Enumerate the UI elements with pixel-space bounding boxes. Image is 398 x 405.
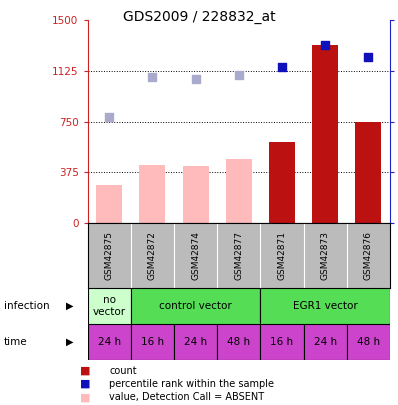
Text: 48 h: 48 h	[227, 337, 250, 347]
Point	[322, 41, 328, 48]
Text: 16 h: 16 h	[141, 337, 164, 347]
Text: ▶: ▶	[66, 301, 73, 311]
Text: value, Detection Call = ABSENT: value, Detection Call = ABSENT	[109, 392, 265, 402]
Point	[365, 53, 372, 60]
Bar	[88, 324, 131, 360]
Text: 24 h: 24 h	[184, 337, 207, 347]
Text: GSM42873: GSM42873	[321, 231, 330, 279]
Point	[149, 74, 156, 80]
Bar	[131, 324, 174, 360]
Text: GSM42872: GSM42872	[148, 231, 157, 279]
Text: GSM42876: GSM42876	[364, 231, 373, 279]
Text: ▶: ▶	[66, 337, 73, 347]
Text: ■: ■	[80, 379, 90, 389]
Bar	[217, 324, 260, 360]
Point	[236, 72, 242, 78]
Bar	[96, 185, 122, 223]
Bar	[355, 122, 381, 223]
Point	[279, 64, 285, 70]
Text: 24 h: 24 h	[314, 337, 337, 347]
Text: GSM42871: GSM42871	[277, 231, 287, 279]
Text: count: count	[109, 366, 137, 375]
Bar	[139, 165, 165, 223]
Bar	[347, 324, 390, 360]
Bar	[88, 288, 131, 324]
Text: GSM42875: GSM42875	[105, 231, 114, 279]
Text: 16 h: 16 h	[271, 337, 294, 347]
Bar	[226, 159, 252, 223]
Point	[192, 76, 199, 82]
Text: GDS2009 / 228832_at: GDS2009 / 228832_at	[123, 10, 275, 24]
Bar	[260, 324, 304, 360]
Bar	[304, 324, 347, 360]
Bar	[312, 45, 338, 223]
Text: EGR1 vector: EGR1 vector	[293, 301, 357, 311]
Text: no
vector: no vector	[93, 295, 126, 317]
Text: ■: ■	[80, 366, 90, 375]
Bar	[183, 166, 209, 223]
Bar	[269, 142, 295, 223]
Text: time: time	[4, 337, 27, 347]
Point	[106, 114, 112, 121]
Bar	[174, 324, 217, 360]
Text: 24 h: 24 h	[98, 337, 121, 347]
Bar	[260, 288, 390, 324]
Bar	[131, 288, 260, 324]
Text: control vector: control vector	[159, 301, 232, 311]
Text: GSM42874: GSM42874	[191, 231, 200, 279]
Text: 48 h: 48 h	[357, 337, 380, 347]
Text: GSM42877: GSM42877	[234, 231, 243, 279]
Text: percentile rank within the sample: percentile rank within the sample	[109, 379, 275, 389]
Text: ■: ■	[80, 392, 90, 402]
Text: infection: infection	[4, 301, 50, 311]
